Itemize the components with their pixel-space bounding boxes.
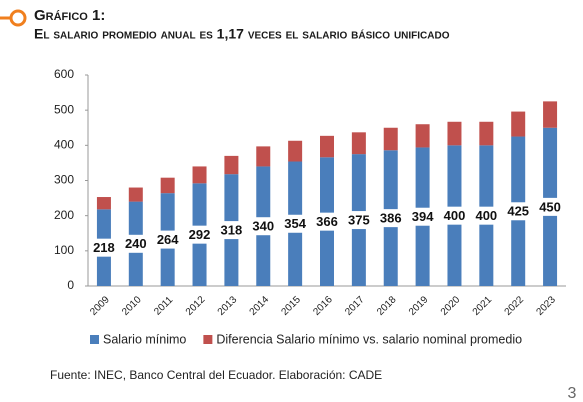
x-tick-label: 2010 bbox=[120, 294, 144, 318]
x-tick-label: 2023 bbox=[534, 294, 558, 318]
data-label: 318 bbox=[221, 223, 243, 238]
data-label: 292 bbox=[189, 227, 211, 242]
x-tick-label: 2022 bbox=[503, 294, 527, 318]
data-label: 240 bbox=[125, 236, 147, 251]
data-label-bg bbox=[440, 206, 469, 225]
data-label: 400 bbox=[444, 208, 466, 223]
data-label-bg bbox=[185, 225, 214, 244]
data-label: 218 bbox=[93, 240, 115, 255]
data-label: 450 bbox=[539, 199, 561, 214]
bar-segment bbox=[543, 101, 558, 128]
data-label-bg bbox=[153, 230, 182, 249]
bar-segment bbox=[192, 166, 207, 184]
x-tick-label: 2016 bbox=[311, 294, 335, 318]
data-label-bg bbox=[281, 214, 310, 233]
bar-segment bbox=[447, 121, 462, 146]
page-number: 3 bbox=[568, 385, 577, 402]
bar-segment bbox=[415, 124, 430, 148]
bar-segment bbox=[320, 135, 334, 158]
data-label: 394 bbox=[412, 209, 434, 224]
source: Fuente: INEC, Banco Central del Ecuador.… bbox=[50, 368, 382, 382]
title-icon bbox=[9, 9, 27, 27]
data-label-bg bbox=[536, 197, 565, 216]
x-tick-label: 2019 bbox=[407, 294, 431, 318]
bar-segment bbox=[256, 146, 271, 167]
y-tick-label: 200 bbox=[54, 208, 74, 222]
data-label: 386 bbox=[380, 211, 402, 226]
legend-label: Salario mínimo bbox=[103, 332, 186, 346]
data-label-bg bbox=[249, 217, 278, 236]
bar-segment bbox=[351, 132, 366, 155]
x-tick-label: 2014 bbox=[248, 294, 272, 318]
data-label-bg bbox=[408, 207, 437, 226]
legend-swatch bbox=[90, 335, 99, 344]
x-tick-label: 2015 bbox=[279, 294, 303, 318]
x-tick-label: 2018 bbox=[375, 294, 399, 318]
x-tick-label: 2017 bbox=[343, 294, 367, 318]
data-label: 400 bbox=[475, 208, 497, 223]
x-tick-label: 2013 bbox=[216, 294, 240, 318]
chart-subtitle: El salario promedio anual es 1,17 veces … bbox=[34, 26, 450, 42]
y-tick-label: 0 bbox=[67, 278, 74, 292]
y-tick-label: 400 bbox=[54, 138, 74, 152]
data-label-bg bbox=[217, 221, 246, 240]
data-label-bg bbox=[121, 234, 150, 253]
y-tick-label: 300 bbox=[54, 173, 74, 187]
x-tick-label: 2009 bbox=[88, 294, 112, 318]
bar-segment bbox=[160, 177, 175, 194]
x-tick-label: 2020 bbox=[439, 294, 463, 318]
chart-title: Gráfico 1: bbox=[34, 7, 105, 24]
data-label: 354 bbox=[284, 216, 306, 231]
bar-segment bbox=[224, 155, 239, 175]
legend-label: Diferencia Salario mínimo vs. salario no… bbox=[216, 332, 522, 346]
data-label: 425 bbox=[507, 204, 529, 219]
data-label-bg bbox=[504, 202, 533, 221]
bar-segment bbox=[128, 187, 143, 202]
data-label-bg bbox=[89, 238, 118, 257]
bar-segment bbox=[479, 121, 494, 146]
data-label-bg bbox=[472, 206, 501, 225]
data-label-bg bbox=[376, 209, 405, 228]
data-label-bg bbox=[344, 211, 373, 230]
data-label: 340 bbox=[252, 219, 274, 234]
x-tick-label: 2021 bbox=[471, 294, 495, 318]
bar-segment bbox=[383, 127, 398, 151]
data-label: 375 bbox=[348, 213, 370, 228]
bar-segment bbox=[511, 111, 526, 137]
data-label-bg bbox=[313, 212, 341, 231]
legend-swatch bbox=[203, 335, 213, 344]
data-label: 366 bbox=[316, 214, 338, 229]
x-tick-label: 2011 bbox=[152, 294, 175, 317]
bar-segment bbox=[96, 197, 111, 210]
bar-segment bbox=[288, 140, 303, 162]
x-tick-label: 2012 bbox=[184, 294, 208, 318]
y-tick-label: 500 bbox=[54, 102, 74, 116]
y-tick-label: 100 bbox=[54, 243, 74, 257]
y-tick-label: 600 bbox=[54, 67, 74, 81]
data-label: 264 bbox=[157, 232, 179, 247]
